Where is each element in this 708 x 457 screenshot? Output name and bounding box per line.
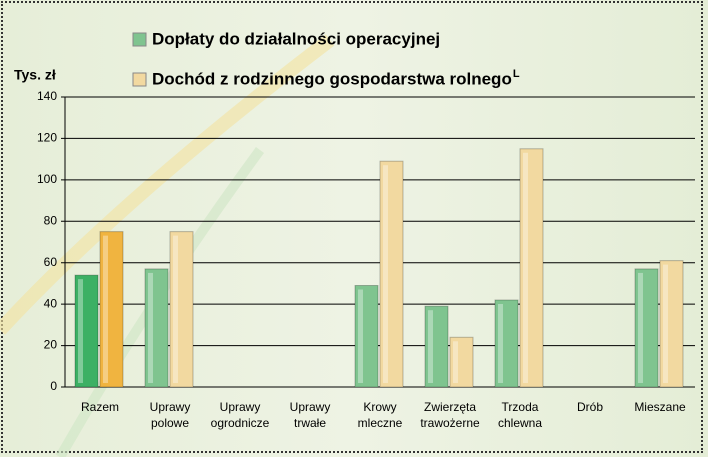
x-tick-label: Uprawy polowe (130, 399, 210, 431)
x-tick-label: Uprawy ogrodnicze (200, 399, 280, 431)
y-tick-label: 120 (37, 131, 57, 145)
y-tick-label: 100 (37, 172, 57, 186)
bar-highlight (663, 265, 668, 383)
legend-label: Dopłaty do działalności operacyjnej (152, 29, 440, 48)
bar-highlight (498, 304, 503, 383)
bar-highlight (78, 279, 83, 383)
legend-swatch (133, 33, 146, 46)
x-tick-label: Drób (550, 399, 630, 415)
bar-highlight (428, 310, 433, 383)
y-axis-label: Tys. zł (14, 67, 56, 83)
x-tick-label: Trzoda chlewna (480, 399, 560, 431)
bar-highlight (148, 273, 153, 383)
bar-highlight (638, 273, 643, 383)
bar-highlight (173, 236, 178, 383)
x-tick-label: Mieszane (620, 399, 700, 415)
y-tick-label: 0 (50, 379, 57, 393)
x-tick-label: Razem (60, 399, 140, 415)
x-tick-label: Krowy mleczne (340, 399, 420, 431)
bar-highlight (453, 341, 458, 383)
x-tick-label: Zwierzęta trawożerne (410, 399, 490, 431)
bar-highlight (103, 236, 108, 383)
legend-label: Dochód z rodzinnego gospodarstwa rolnego (152, 69, 512, 88)
bar-highlight (358, 290, 363, 384)
x-tick-label: Uprawy trwałe (270, 399, 350, 431)
y-tick-label: 80 (44, 213, 58, 227)
y-tick-label: 40 (44, 296, 58, 310)
y-tick-label: 60 (44, 255, 58, 269)
y-tick-label: 140 (37, 89, 57, 103)
chart-container: Tys. zł 0 20 40 60 80 100 120 140 Dopłaty do dzi… (0, 0, 708, 457)
bar-highlight (383, 165, 388, 383)
legend-swatch (133, 73, 146, 86)
y-tick-label: 20 (44, 338, 58, 352)
legend-superscript: L (513, 68, 520, 80)
bar-highlight (523, 153, 528, 383)
chart: Tys. zł 0 20 40 60 80 100 120 140 Dopłaty do dzi… (0, 0, 708, 457)
